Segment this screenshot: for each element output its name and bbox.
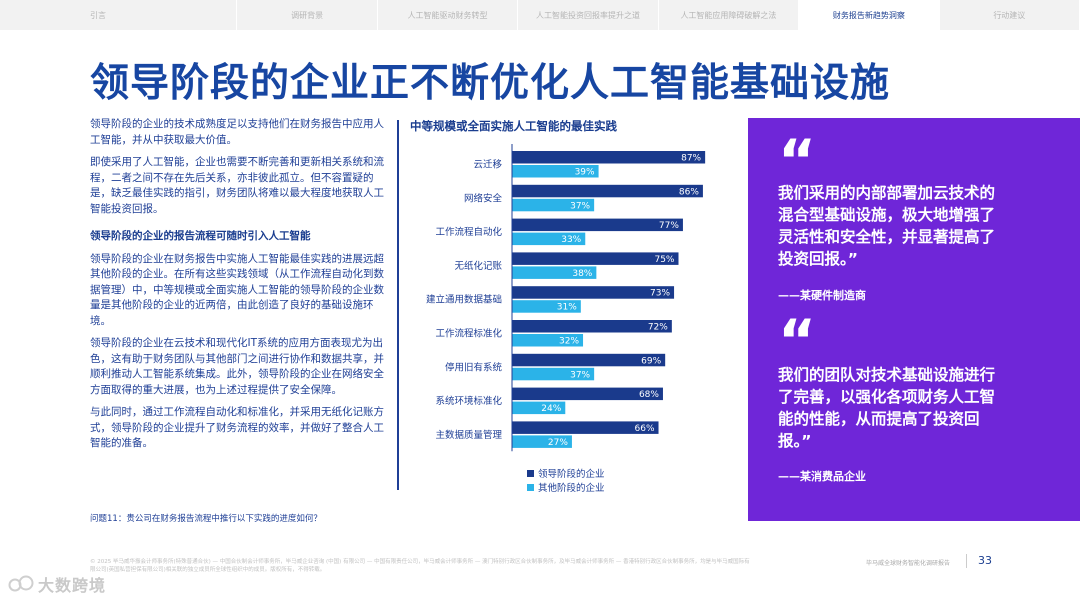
watermark-logo-icon [8, 575, 34, 592]
quote-mark-icon: “ [778, 316, 817, 358]
nav-tab-2[interactable]: 调研背景 [237, 0, 378, 30]
nav-tab-1[interactable]: 引言 [0, 0, 238, 30]
category-label: 停用旧有系统 [445, 361, 503, 373]
bar-value-label: 68% [639, 390, 659, 400]
top-nav: 引言 调研背景 人工智能驱动财务转型 人工智能投资回报率提升之道 人工智能应用障碍破解之… [0, 0, 1080, 30]
bar-value-label: 38% [572, 269, 592, 279]
chart-title: 中等规模或全面实施人工智能的最佳实践 [410, 119, 617, 133]
bar-leaders [512, 320, 672, 333]
chart-legend: 领导阶段的企业 其他阶段的企业 [527, 466, 605, 494]
bar-others [512, 165, 599, 178]
bar-value-label: 27% [548, 438, 568, 448]
paragraph-1: 领导阶段的企业的技术成熟度足以支持他们在财务报告中应用人工智能，并从中获取最大价… [90, 118, 384, 146]
page-number: 33 [978, 554, 992, 567]
bar-value-label: 39% [575, 168, 595, 178]
bar-value-label: 87% [681, 154, 701, 164]
bar-value-label: 31% [557, 303, 577, 313]
bar-value-label: 73% [650, 289, 670, 299]
section-heading: 领导阶段的企业的报告流程可随时引入人工智能 [90, 230, 311, 242]
paragraph-2: 即使采用了人工智能，企业也需要不断完善和更新相关系统和流程，二者之间不存在先后关… [90, 156, 384, 215]
paragraph-5: 与此同时，通过工作流程自动化和标准化，并采用无纸化记账方式，领导阶段的企业提升了… [90, 406, 384, 449]
bar-value-label: 69% [641, 356, 661, 366]
paragraph-4: 领导阶段的企业在云技术和现代化IT系统的应用方面表现尤为出色，这有助于财务团队与… [90, 337, 384, 396]
watermark: 大数跨境 [8, 572, 106, 596]
nav-tab-4[interactable]: 人工智能投资回报率提升之道 [518, 0, 659, 30]
bar-value-label: 32% [559, 337, 579, 347]
bar-leaders [512, 252, 679, 265]
bar-value-label: 66% [635, 424, 655, 434]
quote-panel [748, 118, 1080, 521]
quote-1-source: ——某硬件制造商 [778, 289, 866, 302]
legend-label-leaders: 领导阶段的企业 [538, 469, 605, 480]
bar-others [512, 334, 584, 347]
bar-value-label: 33% [561, 235, 581, 245]
bar-value-label: 86% [679, 187, 699, 197]
bar-others [512, 266, 597, 279]
legend-item-leaders: 领导阶段的企业 [527, 466, 605, 480]
category-label: 云迁移 [473, 159, 502, 171]
paragraph-3: 领导阶段的企业在财务报告中实施人工智能最佳实践的进展远超其他阶段的企业。在所有这… [90, 252, 384, 327]
legend-label-others: 其他阶段的企业 [538, 483, 605, 494]
page-title: 领导阶段的企业正不断优化人工智能基础设施 [90, 61, 891, 106]
bar-value-label: 37% [570, 370, 590, 380]
legend-item-others: 其他阶段的企业 [527, 480, 605, 494]
bar-leaders [512, 184, 703, 198]
bar-others [512, 367, 595, 381]
quote-2-source: ——某消费品企业 [778, 470, 866, 483]
bar-leaders [512, 421, 659, 434]
bar-value-label: 77% [659, 221, 679, 231]
watermark-text: 大数跨境 [38, 576, 107, 595]
legend-swatch-leaders [527, 469, 534, 477]
quote-mark-icon: “ [778, 136, 817, 178]
nav-tab-5[interactable]: 人工智能应用障碍破解之法 [659, 0, 800, 30]
category-label: 主数据质量管理 [435, 429, 502, 441]
bar-leaders [512, 353, 666, 367]
bar-leaders [512, 387, 663, 401]
survey-question: 问题11：贵公司在财务报告流程中推行以下实践的进度如何？ [90, 514, 322, 524]
category-label: 工作流程自动化 [435, 226, 502, 238]
bar-others [512, 198, 595, 212]
bar-leaders [512, 286, 675, 299]
nav-tab-7[interactable]: 行动建议 [940, 0, 1080, 30]
footer-report-name: 毕马威全球财务智能化调研报告 [866, 560, 951, 567]
bar-chart: 云迁移 87% 39% 网络安全 86% 37% 工作流程自动化 77% 33% 无纸化记账 75%… [426, 144, 706, 452]
nav-tab-3[interactable]: 人工智能驱动财务转型 [378, 0, 519, 30]
vertical-divider [397, 120, 399, 490]
bar-others [512, 232, 586, 246]
bar-value-label: 75% [654, 255, 674, 265]
category-label: 无纸化记账 [454, 260, 502, 272]
category-label: 建立通用数据基础 [426, 294, 502, 306]
category-label: 网络安全 [464, 192, 503, 204]
bar-others [512, 435, 572, 448]
footer-disclaimer: © 2025 毕马威华振会计师事务所(特殊普通合伙) — 中国合伙制会计师事务所… [90, 559, 750, 573]
bar-others [512, 300, 581, 313]
bar-value-label: 24% [541, 404, 561, 414]
quote-1-text: 我们采用的内部部署加云技术的混合型基础设施，极大地增强了灵活性和安全性，并显著提… [778, 184, 996, 268]
nav-tab-6[interactable]: 财务报告新趋势洞察 [799, 0, 940, 30]
bar-leaders [512, 151, 706, 164]
bar-value-label: 72% [648, 323, 668, 333]
quote-2-text: 我们的团队对技术基础设施进行了完善，以强化各项财务人工智能的性能，从而提高了投资… [778, 366, 996, 450]
bar-value-label: 37% [570, 201, 590, 211]
category-label: 系统环境标准化 [435, 395, 502, 407]
bar-others [512, 401, 566, 415]
legend-swatch-others [527, 483, 534, 491]
footer-separator [966, 554, 967, 568]
body-text-column: 领导阶段的企业的技术成熟度足以支持他们在财务报告中应用人工智能，并从中获取最大价… [90, 117, 385, 459]
category-label: 工作流程标准化 [435, 328, 502, 340]
bar-leaders [512, 218, 683, 232]
